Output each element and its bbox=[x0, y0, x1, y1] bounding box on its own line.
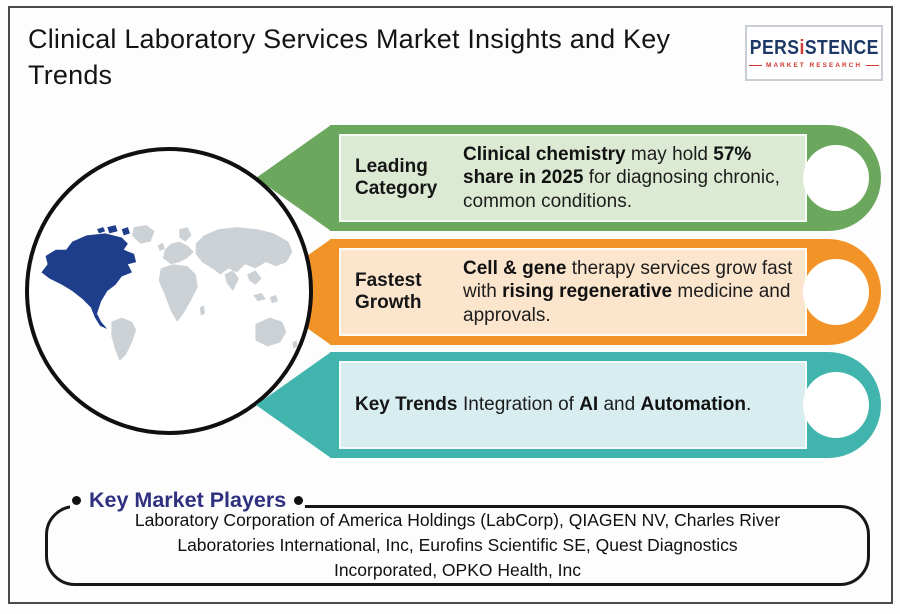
banner-label: Leading Category bbox=[355, 155, 438, 199]
banner-endcap-circle bbox=[803, 372, 869, 438]
banner-leading-category: Leading Category Clinical chemistry may … bbox=[256, 125, 881, 231]
banner-endcap-circle bbox=[803, 145, 869, 211]
banner-key-trends: Key Trends Integration of AI and Automat… bbox=[256, 352, 881, 458]
world-map bbox=[41, 225, 298, 361]
banner-description: Cell & gene therapy services grow fast w… bbox=[463, 257, 793, 326]
banner-description: Clinical chemistry may hold 57% share in… bbox=[463, 143, 780, 212]
world-map-circle bbox=[25, 147, 313, 435]
key-players-box: Laboratory Corporation of America Holdin… bbox=[45, 505, 870, 586]
banner-label: Key Trends bbox=[355, 393, 458, 415]
bullet-dot-left-icon bbox=[72, 496, 81, 505]
banner-inner-panel: Leading Category Clinical chemistry may … bbox=[339, 134, 807, 222]
brand-logo-wordmark: PERSiSTENCE bbox=[749, 37, 878, 60]
banner-description: Integration of AI and Automation. bbox=[463, 394, 752, 416]
banner-label: Fastest Growth bbox=[355, 269, 422, 313]
brand-logo: PERSiSTENCE MARKET RESEARCH bbox=[745, 25, 883, 81]
bullet-dot-right-icon bbox=[294, 496, 304, 505]
brand-letter-i: i bbox=[799, 37, 805, 59]
map-region-south-america bbox=[111, 317, 137, 361]
map-region-greenland bbox=[131, 225, 155, 244]
brand-prefix: PERS bbox=[749, 37, 800, 59]
tagline-rule-left-icon bbox=[748, 65, 762, 66]
map-region-north-america bbox=[41, 233, 137, 329]
tagline-rule-right-icon bbox=[866, 65, 880, 66]
banner-endcap-circle bbox=[803, 259, 869, 325]
key-players-heading-text: Key Market Players bbox=[89, 488, 287, 512]
map-region-asia bbox=[195, 227, 293, 275]
page-title: Clinical Laboratory Services Market Insi… bbox=[28, 24, 671, 90]
map-region-africa bbox=[158, 264, 198, 322]
brand-tagline: MARKET RESEARCH bbox=[748, 62, 880, 69]
banner-inner-panel: Fastest Growth Cell & gene therapy servi… bbox=[339, 248, 807, 336]
key-players-text: Laboratory Corporation of America Holdin… bbox=[134, 510, 781, 580]
brand-suffix: STENCE bbox=[804, 37, 879, 59]
brand-tagline-text: MARKET RESEARCH bbox=[765, 62, 863, 69]
map-region-australia bbox=[255, 317, 287, 347]
key-players-heading: Key Market Players bbox=[70, 488, 306, 513]
banner-inner-panel: Key Trends Integration of AI and Automat… bbox=[339, 361, 807, 449]
banner-fastest-growth: Fastest Growth Cell & gene therapy servi… bbox=[256, 239, 881, 345]
map-region-europe bbox=[162, 241, 194, 265]
